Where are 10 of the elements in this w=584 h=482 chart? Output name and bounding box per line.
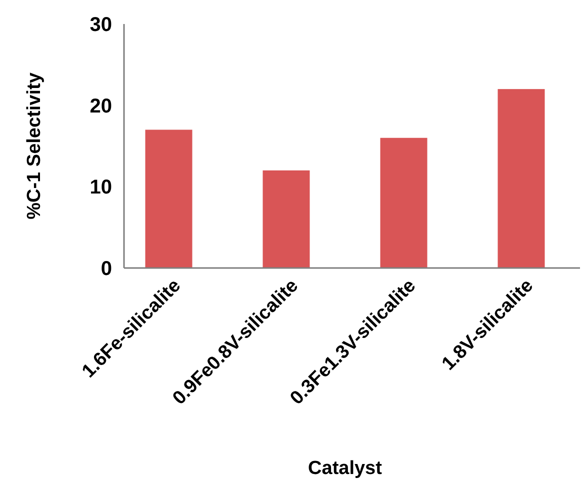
y-axis-title: %C-1 Selectivity bbox=[24, 72, 45, 220]
bar bbox=[498, 89, 545, 268]
y-tick-label: 0 bbox=[100, 258, 112, 280]
y-tick-label: 10 bbox=[90, 176, 112, 199]
x-axis-title: Catalyst bbox=[308, 458, 383, 479]
bar bbox=[145, 130, 192, 268]
bar bbox=[380, 138, 428, 268]
bar bbox=[262, 170, 310, 268]
y-tick-label: 30 bbox=[90, 14, 112, 36]
y-tick-label: 20 bbox=[90, 95, 112, 118]
